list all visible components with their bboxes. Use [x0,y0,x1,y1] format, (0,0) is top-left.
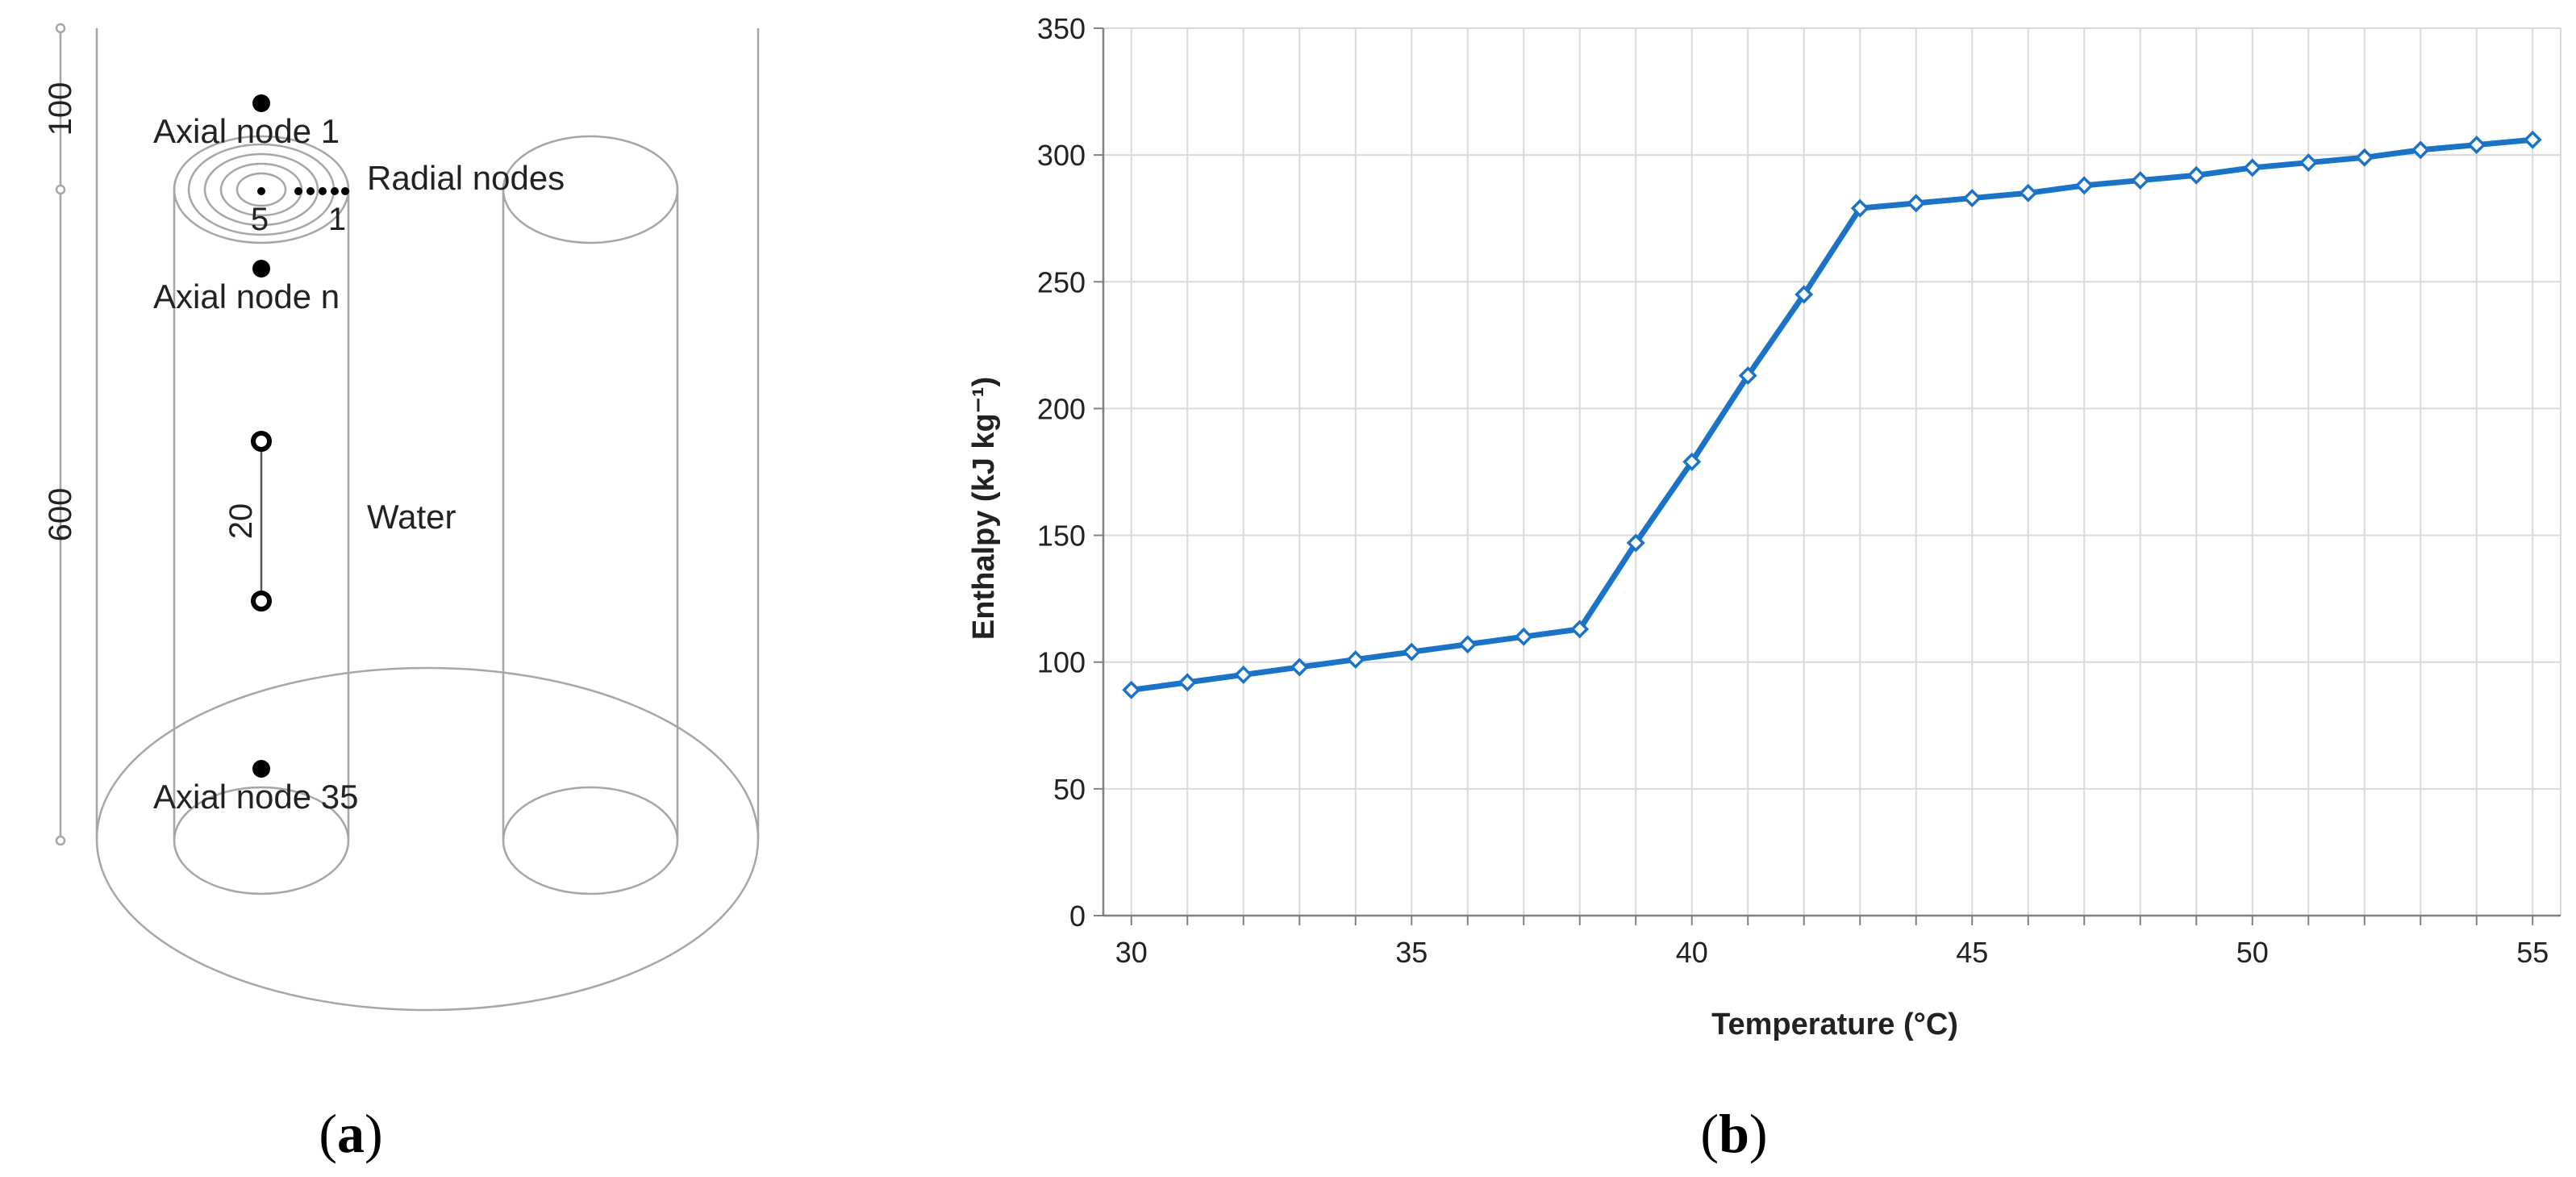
data-point [2467,136,2486,155]
left-cylinder-bottom [173,786,350,895]
data-point [1794,285,1814,304]
data-point [2523,130,2542,149]
data-point [2411,140,2430,160]
y-tick-label: 0 [1069,899,1086,933]
axial-node-1-dot [252,94,270,112]
radial-node-dot [319,187,327,195]
data-point [1122,680,1141,699]
x-tick-label: 35 [1395,936,1428,969]
water-label: Water [367,498,456,536]
node-spacing-bottom [251,591,272,611]
x-tick-label: 50 [2236,936,2269,969]
data-point [1234,665,1253,684]
node-spacing-label: 20 [223,503,259,540]
x-tick-label: 55 [2516,936,2549,969]
axial-node-n-label: Axial node n [153,278,340,315]
dimension-tick [55,835,66,846]
y-tick-label: 350 [1037,12,1086,45]
panel-b-letter: b [1719,1103,1749,1164]
enclosure-base [95,666,760,1012]
radial-inner-label: 5 [251,202,269,237]
axes-layer [1094,27,2561,925]
data-point [1850,198,1869,218]
radial-node-dot [341,187,349,195]
radial-ring [236,172,287,207]
data-point [2299,153,2318,173]
radial-node-dot [257,187,265,195]
data-point [1514,627,1533,646]
radial-node-dot [294,187,302,195]
x-tick-label: 40 [1676,936,1708,969]
panel-a-letter: a [337,1103,365,1164]
axial-node-35-dot [252,760,270,778]
x-tick-label: 45 [1956,936,1988,969]
axial-node-1-label: Axial node 1 [153,112,340,150]
data-point [1682,452,1702,471]
data-point [2019,183,2038,202]
data-point [1290,657,1309,677]
data-point [2186,165,2206,185]
tick-label-layer: 0 50 100 150 200 250 300 350 30 35 40 45 50 55 [1037,12,2549,969]
dimension-600-label: 600 [43,488,78,542]
right-cylinder [502,135,679,895]
axial-node-n-dot [252,260,270,278]
y-tick-label: 200 [1037,392,1086,425]
node-spacing-top [251,431,272,452]
radial-ring [203,152,319,227]
panel-b-chart: 0 50 100 150 200 250 300 350 30 35 40 45 50 55 Enthal… [967,12,2561,1164]
right-cylinder-bottom [502,786,679,895]
outer-enclosure [95,28,760,1012]
data-point [1962,189,1982,208]
data-point [2355,148,2374,167]
y-tick-label: 100 [1037,646,1086,679]
dimension-tick [55,23,66,34]
data-point [2131,171,2150,190]
data-point [1626,533,1645,553]
panel-a-caption: (a) [319,1103,382,1164]
y-axis-title: Enthalpy (kJ kg⁻¹) [967,377,1001,640]
data-point [1907,194,1926,213]
radial-nodes-label: Radial nodes [367,159,565,197]
y-tick-label: 300 [1037,139,1086,172]
panel-a-schematic: 100 600 Axial node 1 Radial nodes 5 1 Ax… [43,23,760,1164]
y-tick-label: 150 [1037,520,1086,553]
data-point [1402,642,1421,662]
data-point [1458,635,1478,654]
data-point [2243,158,2262,177]
data-point [2074,176,2094,195]
panel-b-caption: (b) [1700,1103,1767,1164]
y-tick-label: 250 [1037,265,1086,298]
data-point [1738,366,1757,386]
dimension-100-label: 100 [43,82,78,136]
data-point [1346,650,1365,670]
series-layer [1122,130,2542,699]
radial-node-dot [306,187,315,195]
x-tick-label: 30 [1115,936,1148,969]
y-tick-label: 50 [1053,773,1086,806]
x-axis-title: Temperature (°C) [1711,1008,1958,1041]
dimension-tick [55,184,66,195]
series-line [1131,136,2533,693]
data-point [1570,620,1590,639]
radial-node-dot [331,187,339,195]
dimension-line [55,23,66,846]
axial-node-35-label: Axial node 35 [153,778,359,816]
radial-outer-label: 1 [328,202,346,237]
data-point [1178,673,1197,692]
